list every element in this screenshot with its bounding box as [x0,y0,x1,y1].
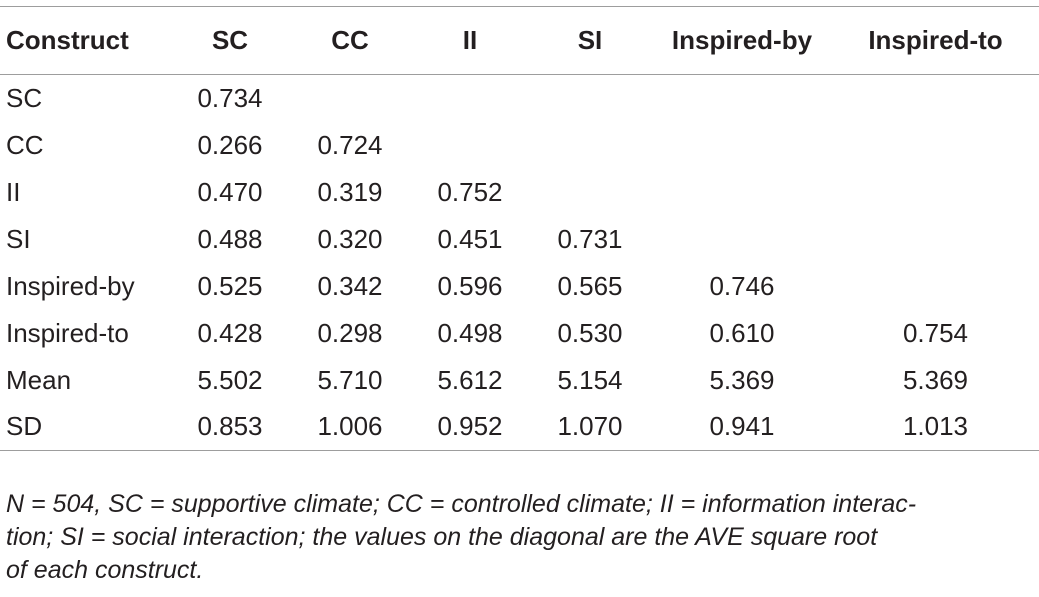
table-cell: 0.530 [557,317,623,348]
footnote-line-3: of each construct. [6,556,204,584]
table-cell: 0.488 [197,223,263,254]
row-label: SI [6,223,31,254]
table-row: Inspired-to 0.428 0.298 0.498 0.530 0.61… [0,310,1039,357]
table-cell [528,75,652,122]
table-cell: 1.006 [317,411,383,442]
footnote-line-2: tion; SI = social interaction; the value… [6,523,878,551]
header-inspired-by: Inspired-by [671,25,813,55]
table-cell: 0.952 [437,411,503,442]
table-cell: 0.746 [709,270,775,301]
footnote-line-1: N = 504, SC = supportive climate; CC = c… [6,490,917,518]
table-cell: 0.610 [709,317,775,348]
table-cell: 5.369 [709,364,775,395]
table-cell: 5.369 [902,364,969,395]
table-cell: 0.752 [437,176,503,207]
table-row: SC 0.734 [0,75,1039,122]
table-cell [832,169,1039,216]
table-cell: 0.941 [709,411,775,442]
row-label: Inspired-to [6,317,129,348]
table-cell: 0.428 [197,317,263,348]
header-ii: II [462,25,478,55]
table-cell: 0.724 [317,129,383,160]
header-construct: Construct [6,25,129,55]
table-cell [652,169,832,216]
table-row: SD 0.853 1.006 0.952 1.070 0.941 1.013 [0,404,1039,451]
row-label: SC [6,82,43,113]
table-row: Mean 5.502 5.710 5.612 5.154 5.369 5.369 [0,357,1039,404]
table-cell: 0.498 [437,317,503,348]
table-cell [652,122,832,169]
table-cell: 0.470 [197,176,263,207]
table-cell: 0.342 [317,270,383,301]
table-cell: 0.565 [557,270,623,301]
table-cell [412,75,528,122]
header-row: Construct SC CC II SI Inspired-by Inspir… [0,6,1039,75]
table-row: SI 0.488 0.320 0.451 0.731 [0,216,1039,263]
row-label: CC [6,129,44,160]
header-sc: SC [211,25,249,55]
table-cell [652,216,832,263]
table-cell: 0.266 [197,129,263,160]
table-cell: 0.734 [197,82,263,113]
table-cell: 0.853 [197,411,263,442]
header-cc: CC [331,25,369,55]
table-cell [832,75,1039,122]
table-cell: 0.525 [197,270,263,301]
row-label: SD [6,411,43,442]
table-row: CC 0.266 0.724 [0,122,1039,169]
table-cell: 0.451 [437,223,503,254]
table-cell [832,122,1039,169]
table-cell: 0.320 [317,223,383,254]
correlation-table: Construct SC CC II SI Inspired-by Inspir… [0,6,1039,451]
table-cell: 0.298 [317,317,383,348]
table-cell: 0.319 [317,176,383,207]
table-cell: 1.070 [557,411,623,442]
row-label: II [6,176,21,207]
table-cell: 5.154 [557,364,623,395]
table-cell [528,169,652,216]
table-cell [832,263,1039,310]
table-cell: 5.612 [437,364,503,395]
table-cell: 5.502 [197,364,263,395]
table-cell: 1.013 [902,411,969,442]
table-cell [652,75,832,122]
table-cell: 0.731 [557,223,623,254]
header-si: SI [577,25,603,55]
table-cell [288,75,412,122]
row-label: Mean [6,364,72,395]
table-cell: 0.596 [437,270,503,301]
table-cell: 5.710 [317,364,383,395]
table-cell: 0.754 [902,317,969,348]
table-row: Inspired-by 0.525 0.342 0.596 0.565 0.74… [0,263,1039,310]
row-label: Inspired-by [6,270,135,301]
table-cell [832,216,1039,263]
table-cell [528,122,652,169]
table-row: II 0.470 0.319 0.752 [0,169,1039,216]
table-cell [412,122,528,169]
table-footnote: N = 504, SC = supportive climate; CC = c… [6,488,1036,587]
header-inspired-to: Inspired-to [868,25,1003,55]
